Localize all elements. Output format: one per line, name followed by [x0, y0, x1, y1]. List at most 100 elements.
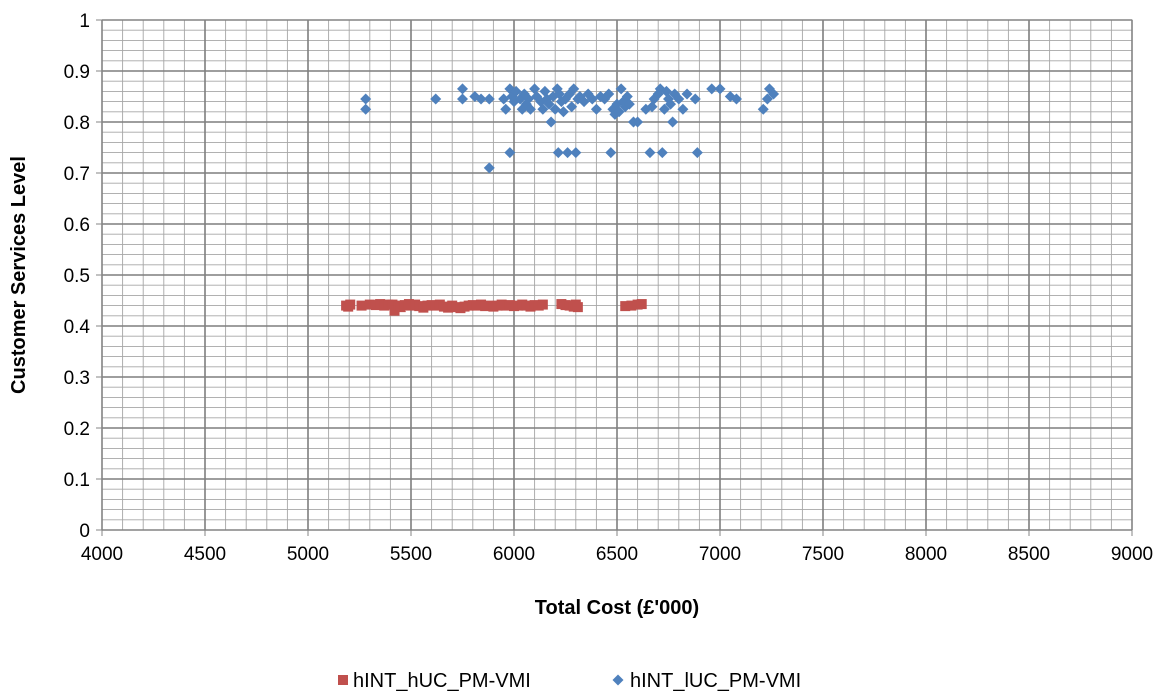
data-point — [689, 93, 701, 105]
data-point — [553, 88, 565, 100]
data-point — [586, 93, 598, 105]
x-tick-label: 4500 — [184, 544, 226, 565]
data-point — [539, 85, 551, 97]
data-point — [615, 83, 627, 95]
data-point — [522, 93, 534, 105]
x-axis-title: Total Cost (£'000) — [535, 597, 699, 619]
data-point — [681, 88, 693, 100]
x-tick-label: 9000 — [1111, 544, 1153, 565]
data-point — [590, 103, 602, 115]
data-point — [667, 116, 679, 128]
x-tick-label: 8500 — [1008, 544, 1050, 565]
legend-label-series-2: hINT_lUC_PM-VMI — [630, 670, 801, 691]
x-tick-label: 6000 — [493, 544, 535, 565]
data-point — [706, 83, 718, 95]
data-point — [504, 147, 516, 159]
data-point — [500, 103, 512, 115]
data-point — [545, 116, 557, 128]
data-point — [510, 85, 522, 97]
data-point — [665, 98, 677, 110]
y-tick-label: 0.8 — [64, 113, 90, 134]
data-point — [537, 103, 549, 115]
data-point — [430, 93, 442, 105]
data-point — [498, 93, 510, 105]
data-point — [483, 93, 495, 105]
data-point — [557, 106, 569, 118]
data-point — [360, 103, 372, 115]
data-point — [673, 93, 685, 105]
data-point — [364, 299, 375, 310]
data-point — [626, 300, 637, 311]
data-point — [543, 98, 555, 110]
data-point — [646, 101, 658, 113]
plot-area — [101, 19, 1133, 531]
y-tick-label: 1 — [79, 11, 90, 32]
data-point — [345, 299, 356, 310]
y-tick-label: 0 — [79, 521, 90, 542]
data-point — [566, 101, 578, 113]
data-point — [360, 93, 372, 105]
x-tick-label: 5500 — [390, 544, 432, 565]
x-tick-label: 5000 — [287, 544, 329, 565]
series-1 — [341, 299, 647, 316]
y-tick-label: 0.2 — [64, 419, 90, 440]
data-point — [621, 91, 633, 102]
x-tick-label: 7500 — [802, 544, 844, 565]
data-point — [636, 299, 647, 310]
data-point — [656, 147, 668, 159]
data-point — [730, 93, 742, 105]
legend-label-series-1: hINT_hUC_PM-VMI — [353, 670, 531, 691]
data-point — [613, 106, 625, 118]
data-series — [341, 83, 780, 316]
y-tick-label: 0.9 — [64, 62, 90, 83]
y-tick-label: 0.1 — [64, 470, 90, 491]
data-point — [537, 299, 548, 310]
data-point — [570, 147, 582, 159]
x-tick-label: 6500 — [596, 544, 638, 565]
data-point — [623, 98, 635, 110]
data-point — [714, 83, 726, 95]
data-point — [603, 88, 615, 100]
data-point — [572, 302, 583, 313]
data-point — [677, 103, 689, 115]
y-tick-label: 0.5 — [64, 266, 90, 287]
data-point — [768, 88, 780, 100]
y-axis-title: Customer Services Level — [8, 156, 30, 394]
x-tick-label: 7000 — [699, 544, 741, 565]
data-point — [457, 83, 468, 95]
data-point — [457, 93, 468, 105]
data-point — [475, 93, 487, 105]
data-point — [568, 83, 580, 95]
data-point — [632, 116, 644, 128]
y-tick-label: 0.7 — [64, 164, 90, 185]
data-point — [356, 300, 367, 311]
data-point — [644, 147, 656, 159]
data-point — [529, 83, 541, 95]
legend: hINT_hUC_PM-VMI hINT_lUC_PM-VMI — [338, 670, 801, 691]
data-point — [660, 85, 672, 97]
data-point — [387, 299, 398, 310]
data-point — [620, 301, 631, 312]
data-point — [578, 96, 590, 108]
data-point — [757, 103, 769, 115]
data-point — [761, 93, 773, 105]
data-point — [658, 103, 670, 115]
data-point — [691, 147, 703, 159]
y-tick-label: 0.6 — [64, 215, 90, 236]
y-tick-label: 0.4 — [64, 317, 91, 338]
data-point — [549, 103, 561, 115]
x-tick-label: 8000 — [905, 544, 947, 565]
data-point — [483, 162, 495, 174]
y-tick-label: 0.3 — [64, 368, 90, 389]
data-point — [562, 147, 574, 159]
series-2 — [360, 83, 780, 174]
data-point — [605, 147, 617, 159]
y-axis-tick-labels: 0 0.1 0.2 0.3 0.4 0.5 0.6 0.7 0.8 0.9 1 — [64, 11, 91, 542]
data-point — [524, 103, 536, 115]
legend-marker-square — [338, 675, 348, 685]
data-point — [389, 305, 400, 316]
x-axis-tick-labels: 4000 4500 5000 5500 6000 6500 7000 7500 8000 8500… — [81, 544, 1153, 565]
legend-marker-diamond — [612, 674, 624, 686]
x-tick-label: 4000 — [81, 544, 123, 565]
